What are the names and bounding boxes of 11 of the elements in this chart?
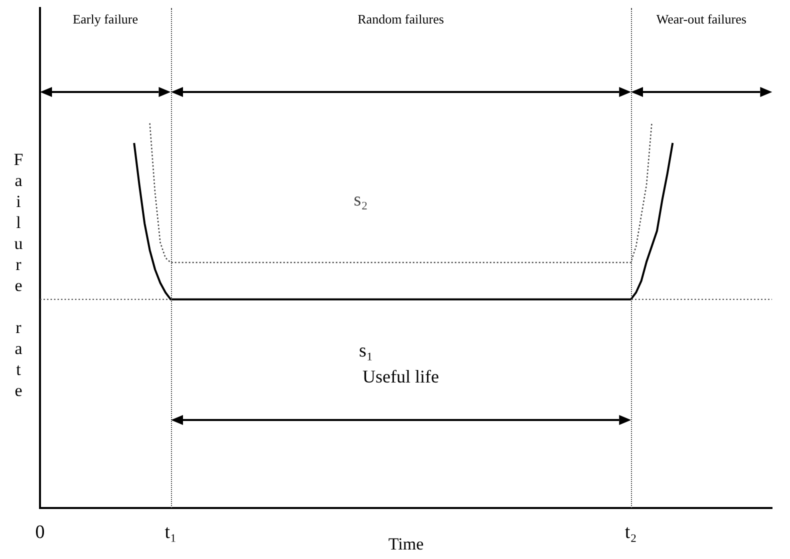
text: Random failures [358, 11, 444, 26]
annotation: Useful life [362, 366, 440, 387]
x-axis-title: Time [388, 534, 424, 554]
text: s₁ [358, 340, 374, 362]
text: s₂ [354, 190, 368, 210]
y-axis-title: Failure rate [8, 150, 28, 402]
x-tick-label: t₁ [164, 522, 177, 544]
text: Wear-out failures [656, 11, 746, 26]
text: Early failure [72, 11, 138, 26]
x-tick-label: t₂ [624, 522, 637, 544]
x-tick-label: 0 [35, 522, 45, 544]
